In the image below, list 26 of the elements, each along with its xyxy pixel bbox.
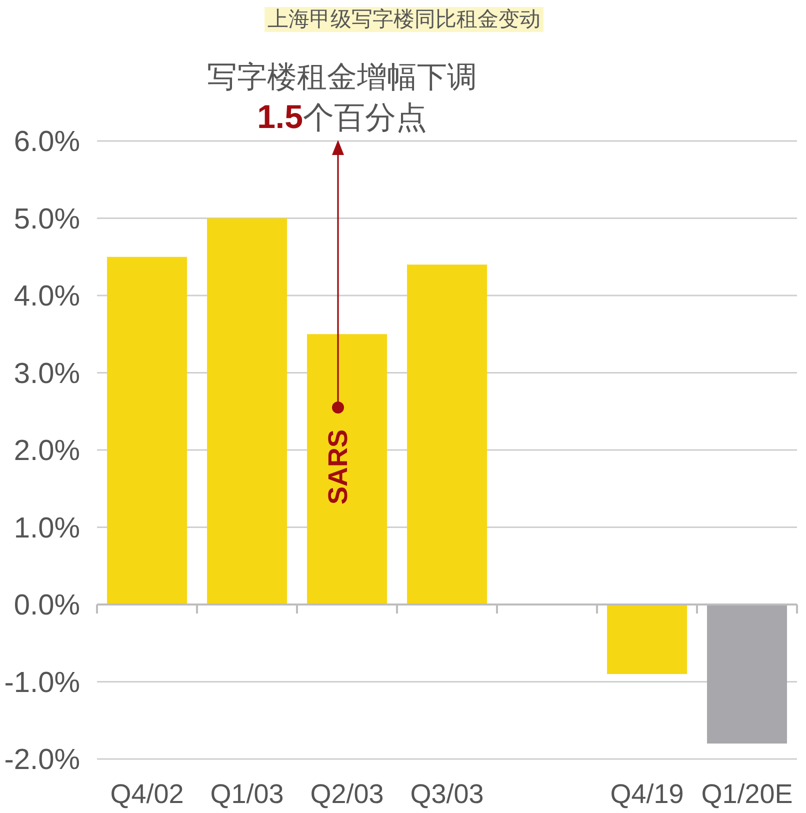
- x-tick-label: Q1/20E: [701, 779, 793, 809]
- y-tick-label: -1.0%: [4, 666, 80, 699]
- text: 写字楼租金增幅下调: [207, 61, 477, 94]
- title: 上海甲级写字楼同比租金变动: [264, 7, 544, 32]
- y-tick-label: 6.0%: [14, 126, 80, 158]
- x-tick-label: Q3/03: [410, 779, 484, 809]
- y-tick-label: 2.0%: [14, 435, 80, 467]
- y-tick-label: 1.0%: [14, 512, 80, 544]
- bar: [707, 604, 787, 744]
- bar: [607, 604, 687, 674]
- text: 1.5: [257, 98, 303, 135]
- y-tick-label: 4.0%: [14, 280, 80, 312]
- x-tick-label: Q2/03: [310, 779, 384, 809]
- y-tick-label: 0.0%: [14, 590, 80, 622]
- y-tick-label: 3.0%: [14, 358, 80, 390]
- x-tick-label: Q1/03: [210, 779, 284, 809]
- annotation: SARS: [323, 429, 353, 505]
- x-tick-label: Q4/02: [110, 779, 184, 809]
- bar: [107, 256, 187, 604]
- bar: [207, 218, 287, 604]
- bar: [307, 334, 387, 604]
- x-tick-label: Q4/19: [610, 779, 684, 809]
- y-tick-label: 5.0%: [14, 203, 80, 236]
- text: 个百分点: [302, 100, 427, 135]
- bar: [407, 264, 487, 604]
- y-tick-label: -2.0%: [4, 744, 80, 776]
